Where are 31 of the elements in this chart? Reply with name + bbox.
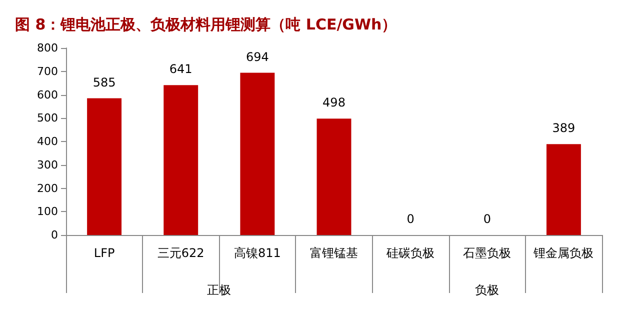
x-tick-label: 锂金属负极 [532, 246, 594, 260]
y-tick-label: 400 [37, 135, 58, 148]
y-tick-label: 600 [37, 88, 58, 102]
data-label: 641 [169, 62, 192, 76]
data-label: 0 [483, 212, 491, 226]
bar [87, 98, 122, 235]
bar [240, 72, 275, 235]
x-tick-label: LFP [94, 246, 115, 260]
data-label: 694 [246, 50, 269, 64]
y-tick-label: 700 [37, 64, 58, 78]
y-tick-label: 100 [37, 205, 58, 218]
y-tick-label: 200 [37, 182, 58, 195]
chart-title: 图 8：锂电池正极、负极材料用锂测算（吨 LCE/GWh） [15, 16, 397, 34]
x-tick-label: 石墨负极 [463, 246, 512, 260]
bar [164, 85, 198, 235]
y-tick-label: 0 [51, 228, 58, 242]
x-tick-label: 硅碳负极 [386, 246, 435, 260]
data-label: 389 [552, 121, 576, 136]
bar [546, 144, 581, 235]
bar [316, 118, 352, 235]
y-tick-label: 800 [37, 42, 58, 54]
data-label: 585 [92, 75, 116, 90]
data-label: 0 [406, 212, 414, 226]
x-tick-label: 富锂锰基 [310, 246, 358, 260]
text: 正极 [207, 283, 232, 297]
x-tick-label: 高镍811 [234, 246, 281, 260]
x-tick-label: 三元622 [157, 246, 204, 260]
y-tick-label: 300 [37, 158, 58, 172]
text: 负极 [475, 283, 500, 297]
y-tick-label: 500 [37, 112, 58, 125]
data-label: 498 [322, 96, 346, 110]
